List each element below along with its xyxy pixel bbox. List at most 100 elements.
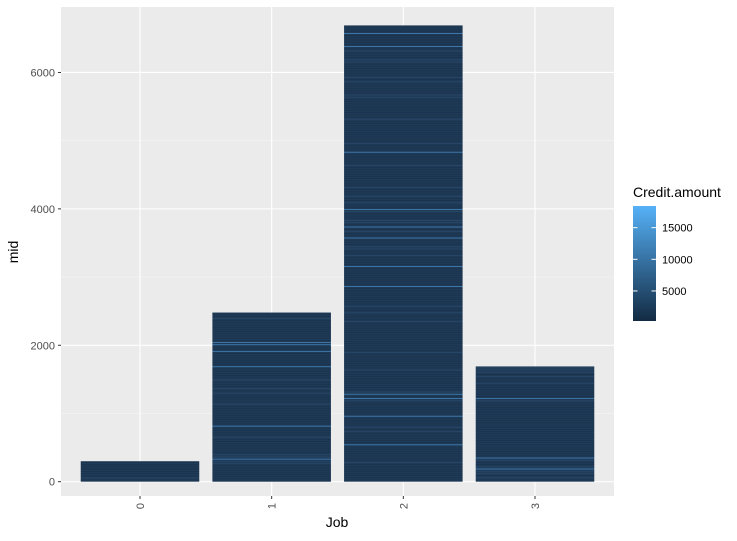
bar-stripe [212,326,331,328]
y-tick-label: 2000 [31,340,55,352]
bar-stripe [344,413,463,415]
bar-stripe [475,404,595,406]
bar-stripe [212,423,331,425]
bar-stripe [344,264,463,265]
bar-stripe [344,39,463,41]
bar-stripe [344,294,463,296]
bar-stripe [344,376,463,378]
bar-stripe [344,138,463,140]
bar-stripe [344,125,463,127]
bar-stripe [212,355,331,357]
bar-stripe [212,463,331,464]
bar-stripe [344,96,463,98]
bar-stripe [212,386,331,387]
bar-stripe [344,259,463,261]
bar-stripe [212,410,331,412]
bar-stripe [344,253,463,254]
x-tick-label: 2 [398,503,410,509]
legend: Credit.amount 5000 10000 15000 [633,184,721,321]
bar-stripe [344,281,463,283]
bar-stripe [344,275,463,276]
bar-stripe [212,344,331,346]
bar-stripe [344,66,463,67]
bar-stripe [344,369,463,371]
bar-stripe [212,370,331,372]
bar-stripe [475,473,595,474]
bar-stripe [344,341,463,342]
bar-stripe [344,303,463,305]
legend-colorbar [633,206,656,321]
bar-stripe [212,469,331,471]
bar-stripe [344,237,463,239]
bar-stripe [344,363,463,364]
bar-stripe [344,250,463,252]
bar-stripe [212,357,331,359]
bar-stripe [344,158,463,160]
bar-stripe [212,430,331,431]
bar-stripe [344,299,463,301]
bar-stripe [344,393,463,395]
bar [80,461,200,482]
bar-stripe [344,255,463,257]
bar-stripe [344,385,463,386]
bar-stripe [212,383,331,385]
bar-stripe [344,402,463,404]
bar-stripe [344,118,463,120]
bar-stripe [475,455,595,457]
bar-stripe [344,79,463,81]
bar-stripe [344,213,463,215]
bar-stripe [344,209,463,210]
bar-stripe [344,151,463,153]
bar-stripe [475,466,595,468]
bar-stripe [212,364,331,365]
bar-stripe [344,233,463,235]
bar-stripe [212,390,331,392]
bar-stripe [475,477,595,479]
bar-stripe [475,448,595,450]
bar-stripe [344,398,463,400]
bar-stripe [344,477,463,479]
bar-stripe [80,471,200,472]
bar-stripe [475,462,595,463]
bar-stripe [212,359,331,361]
legend-tick-label: 5000 [662,286,686,298]
bar-stripe [212,348,331,350]
bar [475,366,595,482]
bar-stripe [344,217,463,219]
x-tick-label: 1 [267,503,279,509]
bar-stripe [344,85,463,87]
bar-stripe [212,425,331,427]
bar-stripe [344,202,463,204]
x-axis: 0 1 2 3 [135,496,542,509]
bar-stripe [344,147,463,149]
bar-stripe [344,316,463,318]
bar-stripe [344,347,463,349]
bar-stripe [344,418,463,419]
bar-stripe [344,358,463,360]
bar-stripe [344,312,463,314]
bar-stripe [344,160,463,162]
bar-stripe [344,466,463,468]
bar-stripe [344,173,463,175]
bar-stripe [344,105,463,107]
bar-stripe [344,162,463,164]
legend-tick-label: 10000 [662,254,693,266]
bar-stripe [344,440,463,441]
bar-stripe [344,145,463,147]
bar-stripe [212,401,331,403]
bar-stripe [344,169,463,171]
bar-stripe [344,92,463,94]
bar-stripe [475,389,595,391]
bar-stripe [344,77,463,78]
bar-stripe [344,429,463,430]
bar-stripe [344,46,463,48]
bar-stripe [212,350,331,352]
bar-stripe [80,477,200,479]
bar-stripe [475,411,595,413]
bar-stripe [212,333,331,335]
bar-stripe [212,474,331,475]
bar-stripe [475,385,595,386]
bar-stripe [344,411,463,413]
bar-stripe [344,297,463,298]
